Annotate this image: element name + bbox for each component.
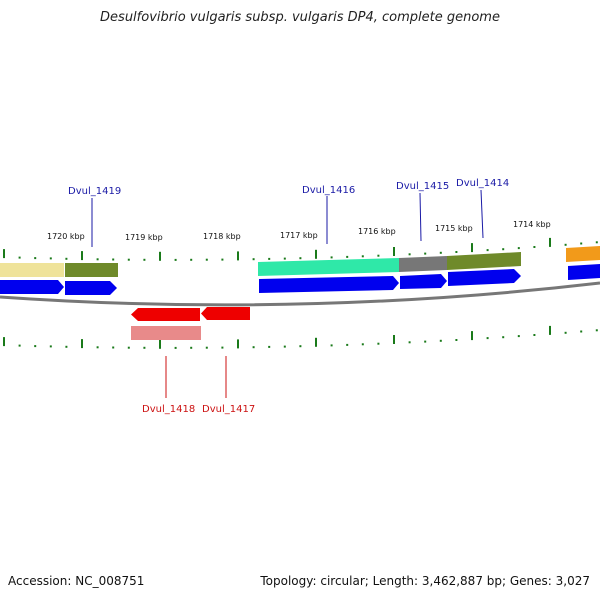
scale-label-1715: 1715 kbp — [435, 224, 473, 233]
scale-labels: 1720 kbp 1719 kbp 1718 kbp 1717 kbp 1716… — [47, 220, 551, 242]
label-leaders-reverse — [165, 356, 227, 398]
scale-ticks-outer — [3, 237, 598, 261]
scale-label-1714: 1714 kbp — [513, 220, 551, 229]
scale-label-1720: 1720 kbp — [47, 232, 85, 241]
accession-text: Accession: NC_008751 — [8, 574, 145, 588]
label-leaders-forward — [91, 189, 484, 247]
gene-label-dvul-1418[interactable]: Dvul_1418 — [142, 404, 195, 415]
cog-bar-olive-1419[interactable] — [65, 263, 118, 277]
cds-arrow-forward[interactable] — [0, 280, 64, 294]
cog-bar-khaki[interactable] — [0, 263, 64, 277]
reverse-cds — [131, 307, 250, 321]
genome-title: Desulfovibrio vulgaris subsp. vulgaris D… — [100, 10, 500, 25]
gene-label-dvul-1414[interactable]: Dvul_1414 — [456, 178, 509, 189]
genome-stats-text: Topology: circular; Length: 3,462,887 bp… — [260, 574, 590, 588]
cds-arrow-dvul-1414[interactable] — [448, 269, 521, 286]
gene-label-dvul-1419[interactable]: Dvul_1419 — [68, 186, 121, 197]
cds-arrow-dvul-1418[interactable] — [131, 308, 200, 321]
cog-bar-pink-1418[interactable] — [131, 326, 201, 340]
leader-dvul-1414 — [480, 189, 484, 239]
genome-backbone — [0, 281, 600, 307]
cds-arrow-forward-edge[interactable] — [568, 264, 600, 280]
cog-bar-olive-1414[interactable] — [447, 252, 521, 270]
cog-bar-mint-1416[interactable] — [258, 258, 399, 276]
gene-labels-forward: Dvul_1419 Dvul_1416 Dvul_1415 Dvul_1414 — [68, 178, 509, 197]
forward-cds — [0, 264, 600, 295]
scale-label-1717: 1717 kbp — [280, 231, 318, 240]
cds-arrow-dvul-1417[interactable] — [201, 307, 250, 320]
cog-bar-grey-1415[interactable] — [399, 256, 447, 272]
gene-labels-reverse: Dvul_1418 Dvul_1417 — [142, 404, 255, 415]
scale-label-1716: 1716 kbp — [358, 227, 396, 236]
cog-bars-forward — [0, 246, 600, 277]
cog-bar-orange[interactable] — [566, 246, 600, 262]
cds-arrow-dvul-1415[interactable] — [400, 274, 447, 289]
scale-ticks-inner — [3, 325, 598, 349]
leader-dvul-1415 — [419, 192, 422, 242]
gene-label-dvul-1415[interactable]: Dvul_1415 — [396, 181, 449, 192]
scale-label-1719: 1719 kbp — [125, 233, 163, 242]
scale-label-1718: 1718 kbp — [203, 232, 241, 241]
gene-label-dvul-1417[interactable]: Dvul_1417 — [202, 404, 255, 415]
cds-arrow-dvul-1416[interactable] — [259, 276, 399, 293]
gene-label-dvul-1416[interactable]: Dvul_1416 — [302, 185, 355, 196]
cds-arrow-dvul-1419[interactable] — [65, 281, 117, 295]
